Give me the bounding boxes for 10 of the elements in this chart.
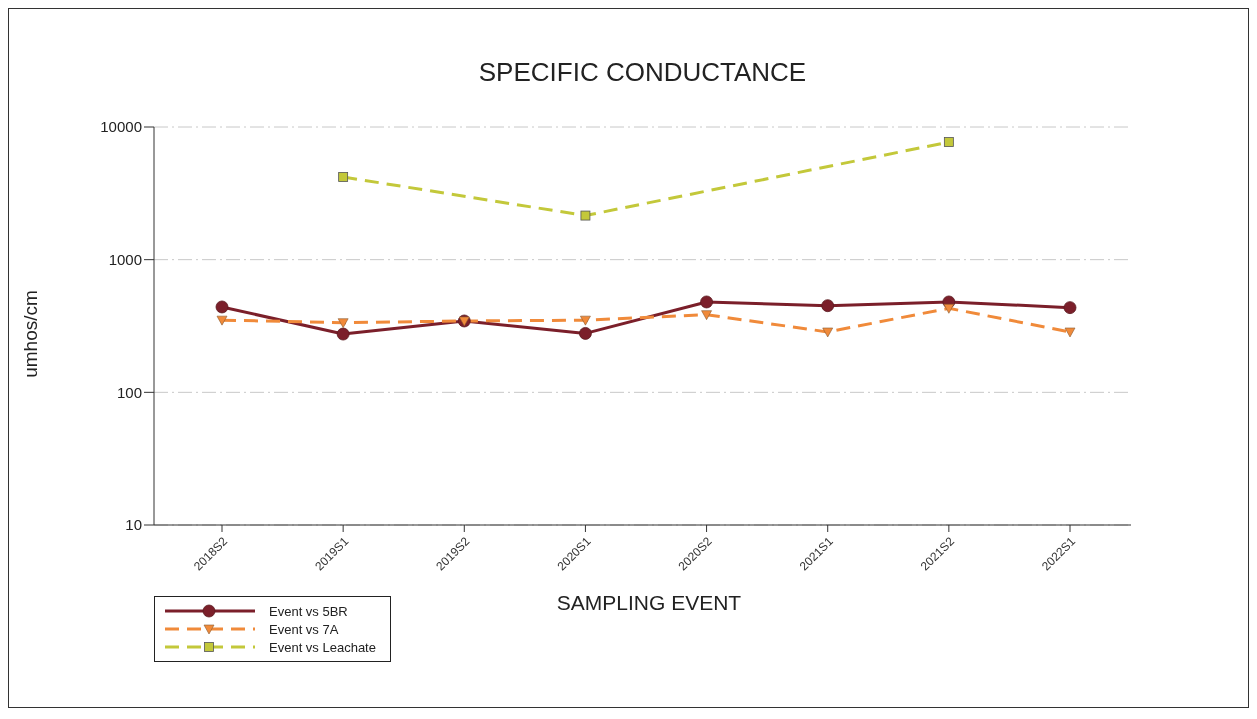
x-axis-title: SAMPLING EVENT (555, 591, 743, 615)
legend-label: Event vs Leachate (269, 639, 376, 655)
legend-label: Event vs 7A (269, 621, 339, 637)
y-axis-title: umhos/cm (20, 290, 42, 378)
y-tick-label: 10000 (100, 118, 142, 136)
y-tick-label: 1000 (108, 250, 142, 268)
y-tick-label: 100 (116, 383, 142, 401)
y-tick-label: 10 (125, 516, 142, 534)
legend-label: Event vs 5BR (269, 603, 348, 619)
chart-title: SPECIFIC CONDUCTANCE (477, 57, 808, 88)
